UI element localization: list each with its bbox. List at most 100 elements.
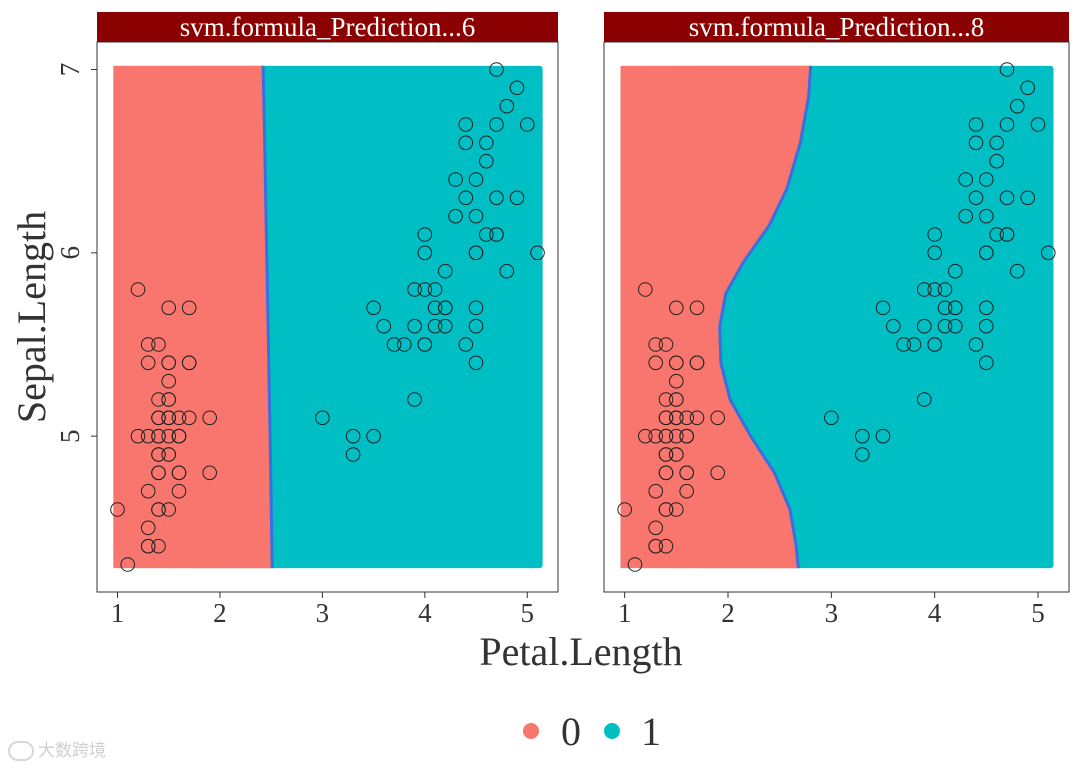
data-point bbox=[509, 190, 525, 206]
data-point bbox=[499, 263, 515, 279]
data-point bbox=[648, 428, 664, 444]
data-point bbox=[171, 428, 187, 444]
data-point bbox=[448, 172, 463, 187]
data-point bbox=[315, 410, 330, 426]
data-point bbox=[417, 245, 433, 261]
facet-panel-left: svm.formula_Prediction...6 1 2 3 4 5 bbox=[96, 12, 559, 628]
data-point bbox=[999, 227, 1015, 242]
data-point bbox=[1020, 80, 1035, 96]
data-point bbox=[120, 557, 135, 572]
data-point bbox=[151, 502, 166, 517]
data-point bbox=[999, 62, 1015, 77]
data-point bbox=[130, 282, 146, 297]
data-point bbox=[658, 538, 674, 554]
data-point bbox=[979, 245, 994, 261]
x-axis-title: Petal.Length bbox=[479, 629, 682, 674]
data-point bbox=[161, 355, 176, 371]
data-point bbox=[1030, 117, 1046, 132]
data-point bbox=[530, 245, 545, 261]
data-point bbox=[468, 172, 484, 187]
data-point bbox=[489, 227, 504, 242]
data-point bbox=[669, 410, 684, 426]
data-point bbox=[202, 410, 217, 426]
data-point bbox=[669, 300, 684, 316]
data-point bbox=[1010, 263, 1025, 279]
data-point bbox=[479, 227, 494, 242]
data-point bbox=[999, 190, 1015, 206]
data-point bbox=[468, 300, 484, 316]
data-point bbox=[161, 502, 176, 517]
x-tick-label: 4 bbox=[928, 598, 942, 628]
decision-boundary bbox=[261, 65, 274, 569]
data-point bbox=[468, 355, 484, 371]
data-point bbox=[886, 318, 901, 334]
legend-key-1 bbox=[604, 723, 620, 739]
x-tick-label: 4 bbox=[418, 598, 432, 628]
data-point bbox=[366, 428, 381, 444]
data-point bbox=[979, 318, 994, 334]
data-point bbox=[896, 337, 912, 352]
data-point bbox=[927, 245, 943, 261]
data-points bbox=[617, 62, 1056, 572]
data-point bbox=[151, 337, 166, 352]
data-point bbox=[999, 117, 1015, 132]
data-point bbox=[161, 447, 176, 462]
data-point bbox=[648, 520, 664, 536]
data-point bbox=[875, 300, 891, 316]
data-point bbox=[407, 392, 422, 407]
data-point bbox=[979, 172, 994, 187]
data-point bbox=[110, 502, 125, 517]
data-point bbox=[855, 447, 870, 462]
data-point bbox=[658, 465, 674, 481]
data-point bbox=[968, 337, 984, 352]
data-point bbox=[669, 373, 684, 389]
data-point bbox=[520, 117, 535, 132]
data-point bbox=[906, 337, 922, 352]
data-point bbox=[448, 208, 463, 224]
data-point bbox=[438, 300, 453, 316]
data-point bbox=[427, 300, 443, 316]
legend-label-1: 1 bbox=[641, 709, 661, 754]
strip-label: svm.formula_Prediction...6 bbox=[180, 12, 475, 42]
data-point bbox=[171, 465, 187, 481]
data-point bbox=[202, 465, 217, 481]
y-tick-label: 6 bbox=[55, 246, 85, 259]
data-point bbox=[968, 135, 984, 151]
data-point bbox=[658, 502, 674, 517]
data-point bbox=[161, 392, 176, 407]
data-point bbox=[130, 428, 146, 444]
data-point bbox=[958, 208, 974, 224]
data-point bbox=[989, 135, 1005, 151]
data-point bbox=[648, 538, 664, 554]
legend-label-0: 0 bbox=[561, 709, 581, 754]
data-point bbox=[1020, 190, 1035, 206]
watermark-icon bbox=[8, 741, 34, 761]
data-point bbox=[151, 447, 166, 462]
data-point bbox=[658, 447, 674, 462]
data-point bbox=[458, 337, 474, 352]
y-tick-label: 5 bbox=[55, 429, 85, 443]
data-point bbox=[458, 135, 474, 151]
data-point bbox=[679, 465, 695, 481]
data-point bbox=[427, 318, 443, 334]
data-point bbox=[989, 227, 1005, 242]
data-point bbox=[669, 428, 684, 444]
data-point bbox=[627, 557, 643, 572]
data-point bbox=[1010, 98, 1025, 114]
data-point bbox=[948, 263, 963, 279]
data-point bbox=[140, 520, 156, 536]
data-point bbox=[438, 318, 453, 334]
strip-background bbox=[604, 12, 1069, 42]
data-point bbox=[679, 410, 695, 426]
data-point bbox=[658, 410, 674, 426]
data-point bbox=[151, 410, 166, 426]
x-tick-label: 1 bbox=[111, 598, 125, 628]
data-point bbox=[407, 318, 422, 334]
data-point bbox=[937, 300, 953, 316]
region-class-0 bbox=[113, 65, 273, 569]
data-point bbox=[151, 428, 166, 444]
data-point bbox=[386, 337, 402, 352]
data-point bbox=[417, 282, 433, 297]
data-point bbox=[479, 135, 494, 151]
data-point bbox=[617, 502, 633, 517]
